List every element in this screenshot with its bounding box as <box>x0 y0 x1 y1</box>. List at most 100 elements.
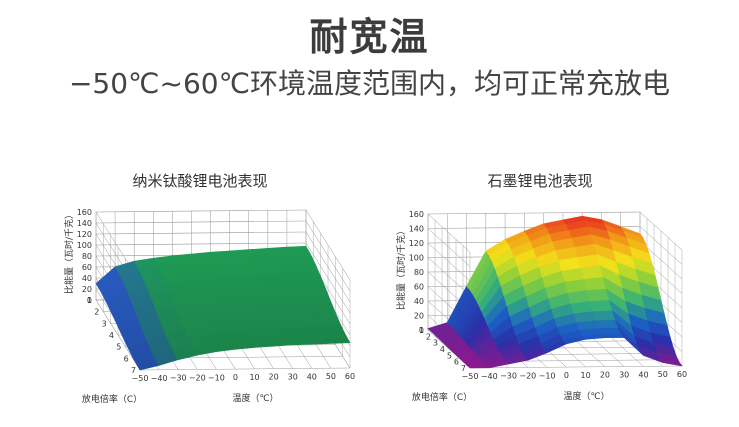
c0-zlabel: 放电倍率（C） <box>82 393 142 405</box>
c0-ytick-label: 100 <box>77 241 92 250</box>
c1-ytick-label: 20 <box>414 312 424 321</box>
c0-xtick-label: −30 <box>170 374 187 383</box>
c1-ztick-label: 6 <box>454 358 459 367</box>
c0-surface-patch <box>289 294 313 305</box>
c0-surface-patch <box>273 303 297 313</box>
c1-ytick-label: 160 <box>409 210 424 219</box>
c1-surface-patch <box>586 288 610 302</box>
c0-ylabel: 比能量（瓦时/千克） <box>63 210 75 294</box>
c1-zlabel: 放电倍率（C） <box>412 391 472 403</box>
c0-surface-patch <box>295 264 320 273</box>
c0-surface-patch <box>260 273 284 283</box>
c0-surface-patch <box>229 249 253 257</box>
c0-surface-patch <box>302 278 326 288</box>
c0-ytick-label: 120 <box>77 230 92 239</box>
c0-surface-patch <box>286 245 310 253</box>
chart-title-lto: 纳米钛酸锂电池表现 <box>132 172 268 190</box>
c0-surface-patch <box>276 311 300 321</box>
c0-ztick-label: 3 <box>102 319 107 328</box>
c0-ytick-label: 80 <box>82 252 92 261</box>
c1-surface-patch <box>595 319 619 329</box>
c0-ytick-label: 0 <box>87 296 92 305</box>
c0-ztick-label: 6 <box>124 354 129 363</box>
c1-xlabel: 温度（℃） <box>564 390 610 402</box>
c0-ztick-label: 5 <box>116 343 121 352</box>
c0-xtick-label: 20 <box>269 373 279 382</box>
c0-surface-patch <box>289 338 313 346</box>
c0-surface-patch <box>248 248 272 256</box>
c1-ztick-label: 2 <box>426 332 431 341</box>
c1-xtick-label: 40 <box>638 370 648 379</box>
c0-surface-patch <box>321 324 345 333</box>
c0-surface-patch <box>270 295 294 306</box>
c1-ztick-label: 3 <box>433 339 438 348</box>
c0-xtick-label: 10 <box>249 373 259 382</box>
c1-ytick-label: 100 <box>409 254 424 263</box>
c0-surface-patch <box>317 317 342 326</box>
c1-xtick-label: −40 <box>481 372 498 381</box>
c0-xtick-label: −10 <box>208 373 225 382</box>
c0-xlabel: 温度（℃） <box>232 392 278 404</box>
c0-surface-patch <box>298 317 322 327</box>
page-title: 耐宽温 <box>309 15 430 59</box>
c0-xtick-label: −40 <box>151 374 168 383</box>
c0-surface-patch <box>299 271 323 281</box>
c1-surface-patch <box>619 226 644 239</box>
page-subtitle: −50℃~60℃环境温度范围内，均可正常充放电 <box>68 67 671 100</box>
c0-xtick-label: −20 <box>189 373 206 382</box>
c1-xtick-label: 0 <box>564 371 569 380</box>
c1-ylabel: 比能量（瓦时/千克） <box>395 226 407 310</box>
c1-xtick-label: 50 <box>658 370 668 379</box>
c1-ztick-label: 7 <box>461 364 466 373</box>
c0-ytick-label: 140 <box>77 219 92 228</box>
c0-surface-patch <box>289 251 313 259</box>
c1-xtick-label: −30 <box>500 372 517 381</box>
chart-title-graphite: 石墨锂电池表现 <box>487 172 593 190</box>
c0-xtick-label: −50 <box>132 374 149 383</box>
c0-ytick-label: 60 <box>82 263 92 272</box>
c0-backwall-hline <box>95 231 307 235</box>
c0-floor-rline <box>139 367 351 371</box>
c0-backwall-hline <box>95 209 307 213</box>
c0-ztick-label: 4 <box>109 331 114 340</box>
c0-surface-patch <box>267 288 291 298</box>
c1-ztick-label: 1 <box>419 326 424 335</box>
c1-xtick-label: −20 <box>519 371 536 380</box>
c0-ytick-label: 160 <box>77 208 92 217</box>
c0-backwall-hline <box>95 220 307 224</box>
c1-surface-patch <box>589 299 613 312</box>
c0-ytick-label: 40 <box>82 274 92 283</box>
c0-xtick-label: 0 <box>233 373 238 382</box>
c1-ytick-label: 140 <box>409 225 424 234</box>
c0-surface-patch <box>210 250 234 258</box>
c0-surface-patch <box>327 337 351 344</box>
c0-surface-patch <box>279 271 304 282</box>
c1-ytick-label: 60 <box>414 283 424 292</box>
c0-surface-patch <box>324 330 348 339</box>
c0-surface-patch <box>292 257 316 266</box>
c1-xtick-label: −10 <box>539 371 556 380</box>
c1-surface-patch <box>601 333 625 339</box>
c1-surface-patch <box>598 327 622 335</box>
c0-backwall-hline <box>95 242 307 246</box>
c0-surface-patch <box>264 280 288 290</box>
c0-surface-patch <box>295 310 319 320</box>
c1-floor-rline <box>469 365 683 369</box>
c0-surface-patch <box>292 302 316 312</box>
c1-xtick-label: 10 <box>581 371 591 380</box>
c0-ztick-label: 2 <box>94 308 99 317</box>
c1-xtick-label: 60 <box>677 370 687 379</box>
c0-surface-patch <box>311 302 335 312</box>
c0-surface-patch <box>308 294 332 304</box>
c1-xtick-label: 20 <box>600 371 610 380</box>
c0-xtick-label: 40 <box>307 372 317 381</box>
c0-surface-patch <box>282 325 306 334</box>
c0-surface-patch <box>279 318 303 328</box>
c1-xtick-label: −50 <box>462 372 479 381</box>
c1-ztick-label: 5 <box>447 351 452 360</box>
c1-surface-patch <box>583 276 607 291</box>
c1-ytick-label: 40 <box>414 297 424 306</box>
c0-ztick-label: 7 <box>131 366 136 375</box>
